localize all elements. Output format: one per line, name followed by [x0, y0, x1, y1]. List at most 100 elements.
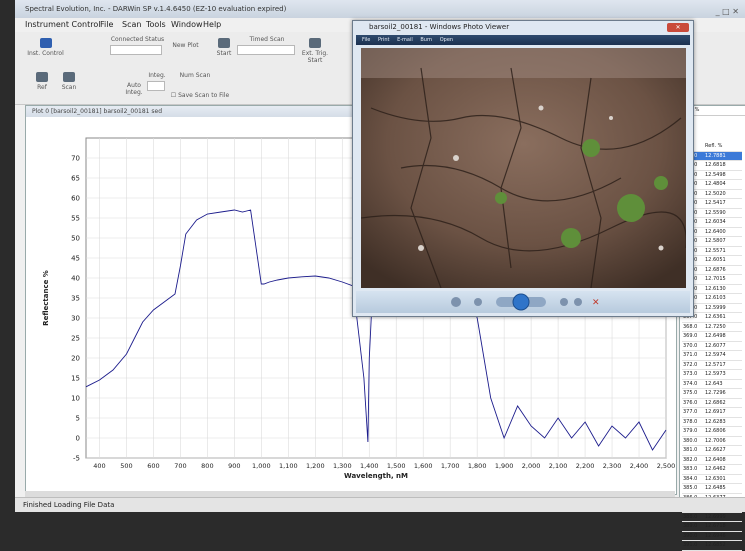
rotate-left-icon[interactable] — [560, 298, 568, 306]
table-row[interactable]: 380.0 12.7006 — [682, 437, 742, 446]
menu-open[interactable]: Open — [439, 37, 454, 43]
table-row[interactable]: 371.0 12.5974 — [682, 351, 742, 361]
cell-reflectance: 12.7296 — [705, 390, 726, 396]
cell-reflectance: 12.6408 — [705, 456, 726, 463]
table-row[interactable]: 372.0 12.5717 — [682, 361, 742, 370]
x-tick-label: 2,100 — [549, 462, 568, 470]
cell-reflectance: 12.4804 — [705, 181, 726, 187]
menu-print[interactable]: Print — [377, 37, 390, 43]
inst-control-button[interactable]: Inst. Control — [23, 38, 68, 57]
cell-wavelength: 374.0 — [683, 380, 698, 387]
menu-burn[interactable]: Burn — [420, 37, 433, 43]
table-row[interactable]: 375.0 12.7296 — [682, 389, 742, 399]
cell-reflectance: 12.5417 — [705, 200, 726, 206]
save-scan-checkbox[interactable]: ☐ Save Scan to File — [170, 92, 230, 99]
inst-control-label: Inst. Control — [27, 50, 64, 57]
table-row[interactable]: 370.0 12.6077 — [682, 342, 742, 351]
cell-reflectance: 12.7881 — [705, 152, 726, 159]
menu-instrument-control[interactable]: Instrument Control — [25, 20, 101, 29]
cell-reflectance: 12.5973 — [705, 371, 726, 377]
menu-window[interactable]: Window — [171, 20, 203, 29]
cell-reflectance: 12.6917 — [705, 409, 726, 415]
plot-scrollbar[interactable] — [25, 491, 675, 497]
window-controls[interactable]: _ □ ✕ — [715, 7, 739, 16]
x-tick-label: 1,800 — [468, 462, 487, 470]
x-tick-label: 2,000 — [522, 462, 541, 470]
cell-wavelength: 375.0 — [683, 390, 698, 396]
menu-help[interactable]: Help — [203, 20, 222, 29]
auto-integ-button[interactable]: Auto Integ. — [125, 82, 143, 96]
y-tick-label: 70 — [71, 155, 80, 163]
menu-tools[interactable]: Tools — [146, 20, 166, 29]
num-scan-group: Num Scan — [179, 72, 211, 79]
x-tick-label: 1,700 — [441, 462, 460, 470]
cell-reflectance: 12.5571 — [705, 247, 726, 254]
delete-icon[interactable]: ✕ — [592, 298, 600, 308]
table-row[interactable]: 378.0 12.6283 — [682, 418, 742, 427]
cell-reflectance: 12.6301 — [705, 475, 726, 482]
table-row[interactable]: 367.0 12.6361 — [682, 313, 742, 323]
table-row[interactable]: 390.0 12.6946 — [682, 532, 742, 541]
x-tick-label: 1,100 — [279, 462, 298, 470]
y-tick-label: 5 — [76, 415, 80, 423]
menu-email[interactable]: E-mail — [397, 37, 413, 43]
trigger-icon — [309, 38, 321, 48]
table-row[interactable]: 385.0 12.6485 — [682, 484, 742, 494]
menu-file[interactable]: File — [100, 20, 114, 29]
table-row[interactable]: 381.0 12.6627 — [682, 446, 742, 456]
y-tick-label: 25 — [71, 335, 80, 343]
menu-scan[interactable]: Scan — [122, 20, 142, 29]
actual-size-icon[interactable] — [474, 298, 482, 306]
table-row[interactable]: 379.0 12.6806 — [682, 427, 742, 437]
table-row[interactable]: 389.0 12.6718 — [682, 522, 742, 532]
rotate-right-icon[interactable] — [574, 298, 582, 306]
cell-reflectance: 12.5020 — [705, 190, 726, 197]
ext-trig-button[interactable]: Ext. Trig. Start — [301, 38, 329, 64]
timed-scan-group: Timed Scan — [237, 36, 297, 55]
slideshow-button[interactable] — [512, 293, 530, 311]
menu-file[interactable]: File — [362, 37, 371, 43]
start-button[interactable]: Start — [213, 38, 235, 57]
ref-button[interactable]: Ref — [31, 72, 53, 91]
table-row[interactable]: 369.0 12.6498 — [682, 332, 742, 342]
ref-icon — [36, 72, 48, 82]
scan-icon — [63, 72, 75, 82]
x-tick-label: 500 — [120, 462, 132, 470]
cell-wavelength: 372.0 — [683, 361, 698, 368]
cell-wavelength: 389.0 — [683, 523, 698, 529]
close-button[interactable]: ✕ — [667, 23, 689, 32]
scan-button[interactable]: Scan — [57, 72, 81, 91]
table-row[interactable]: 388.0 12.6999 — [682, 513, 742, 522]
table-row[interactable]: 368.0 12.7250 — [682, 323, 742, 332]
table-row[interactable]: 382.0 12.6408 — [682, 456, 742, 465]
table-row[interactable]: 391.0 12.6852 — [682, 541, 742, 551]
integ-group: Integ. — [147, 72, 167, 91]
status-text: Finished Loading File Data — [23, 501, 115, 509]
title-bar: Spectral Evolution, Inc. - DARWin SP v.1… — [15, 0, 745, 18]
y-tick-label: 10 — [71, 395, 80, 403]
cell-reflectance: 12.6283 — [705, 418, 726, 425]
photo-viewer-window: barsoil2_00181 - Windows Photo Viewer ✕ … — [352, 20, 694, 317]
cell-reflectance: 12.5999 — [705, 304, 726, 311]
table-row[interactable]: 384.0 12.6301 — [682, 475, 742, 484]
table-row[interactable]: 377.0 12.6917 — [682, 408, 742, 418]
timed-scan-input[interactable] — [237, 45, 295, 55]
new-plot-button[interactable]: New Plot — [172, 42, 199, 49]
x-tick-label: 2,200 — [576, 462, 595, 470]
table-row[interactable]: 374.0 12.643 — [682, 380, 742, 389]
soil-photo — [361, 48, 686, 288]
cell-wavelength: 381.0 — [683, 447, 698, 453]
cell-wavelength: 377.0 — [683, 409, 698, 415]
x-tick-label: 400 — [93, 462, 105, 470]
table-row[interactable]: 376.0 12.6862 — [682, 399, 742, 408]
table-row[interactable]: 373.0 12.5973 — [682, 370, 742, 380]
y-tick-label: 40 — [71, 275, 80, 283]
table-row[interactable]: 383.0 12.6462 — [682, 465, 742, 475]
cell-reflectance: 12.6485 — [705, 485, 726, 491]
cell-reflectance: 12.6034 — [705, 219, 726, 225]
cell-wavelength: 388.0 — [683, 513, 698, 520]
zoom-icon[interactable] — [451, 297, 461, 307]
integ-input[interactable] — [147, 81, 165, 91]
y-axis-label: Reflectance % — [42, 270, 50, 326]
x-tick-label: 2,500 — [657, 462, 676, 470]
